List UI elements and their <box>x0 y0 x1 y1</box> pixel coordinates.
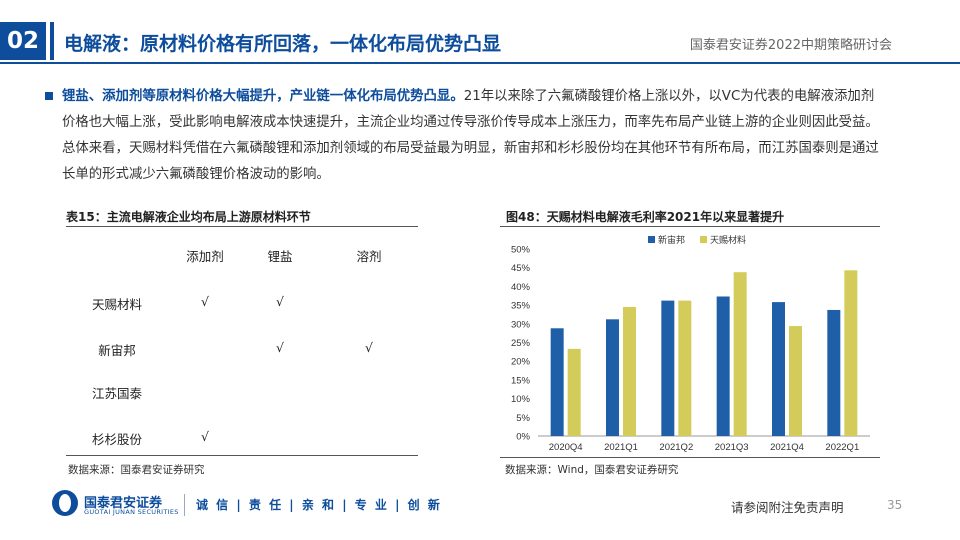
chart-top-rule <box>500 226 880 227</box>
company-logo-name: 国泰君安证券 <box>84 496 163 511</box>
bar-series-2 <box>789 326 802 436</box>
page-number: 35 <box>887 498 903 512</box>
legend-label: 新宙邦 <box>658 234 685 246</box>
y-tick-label: 15% <box>511 375 531 386</box>
gross-margin-bar-chart: 0% 5% 10% 15% 20% 25% 30% 35% 40% 45% 50% 2020Q4 202… <box>511 234 870 453</box>
legend-swatch <box>700 236 707 243</box>
legend-swatch <box>648 236 655 243</box>
y-tick-label: 25% <box>511 338 531 349</box>
bar-series-1 <box>716 296 730 436</box>
table-row-company: 江苏国泰 <box>91 386 143 401</box>
company-logo-english: GUOTAI JUNAN SECURITIES <box>84 508 179 516</box>
table-header-additive: 添加剂 <box>186 249 224 264</box>
bar-series-1 <box>772 302 785 436</box>
table-source: 数据来源：国泰君安证券研究 <box>68 464 205 476</box>
body-paragraph: 锂盐、添加剂等原材料价格大幅提升，产业链一体化布局优势凸显。21年以来除了六氟磷… <box>62 84 882 188</box>
bar-series-1 <box>827 309 841 436</box>
y-tick-label: 45% <box>511 263 531 274</box>
y-tick-label: 20% <box>511 357 531 368</box>
y-tick-label: 10% <box>511 394 531 405</box>
x-tick-label: 2020Q4 <box>549 442 583 453</box>
legend-label: 天赐材料 <box>710 234 746 246</box>
bar-series-2 <box>844 270 858 436</box>
bar-series-1 <box>550 328 564 436</box>
table-top-rule <box>66 226 418 227</box>
table-cell-check: √ <box>201 429 209 444</box>
y-tick-label: 50% <box>511 245 531 256</box>
chart-title: 图48：天赐材料电解液毛利率2021年以来显著提升 <box>506 210 785 224</box>
header-rule <box>0 62 960 64</box>
y-tick-label: 0% <box>516 432 530 443</box>
table-row-company: 杉杉股份 <box>91 432 143 447</box>
table-cell-check: √ <box>276 294 284 309</box>
table-header-solvent: 溶剂 <box>356 249 382 264</box>
y-tick-label: 30% <box>511 319 531 330</box>
x-tick-label: 2021Q3 <box>715 442 749 453</box>
section-number: 02 <box>0 22 46 60</box>
chart-bottom-rule <box>500 457 880 458</box>
square-bullet-icon <box>45 92 53 100</box>
x-tick-label: 2021Q1 <box>604 442 638 453</box>
bar-series-2 <box>678 300 692 436</box>
y-tick-label: 40% <box>511 282 531 293</box>
y-tick-label: 35% <box>511 301 531 312</box>
body-text: 21年以来除了六氟磷酸锂价格上涨以外，以VC为代表的电解液添加剂价格也大幅上涨，… <box>62 89 879 182</box>
footer-divider <box>184 494 185 516</box>
table-cell-check: √ <box>365 340 373 355</box>
y-tick-label: 5% <box>516 413 530 424</box>
header-accent-bar <box>50 22 54 60</box>
x-tick-label: 2021Q2 <box>659 442 693 453</box>
bar-series-1 <box>606 319 619 436</box>
bar-series-2 <box>733 272 747 436</box>
table-header-lithium-salt: 锂盐 <box>267 249 293 264</box>
body-lead: 锂盐、添加剂等原材料价格大幅提升，产业链一体化布局优势凸显。 <box>62 89 464 104</box>
table-bottom-rule <box>66 455 418 456</box>
table-cell-check: √ <box>201 294 209 309</box>
bar-series-1 <box>661 300 675 436</box>
table-title: 表15：主流电解液企业均布局上游原材料环节 <box>66 210 311 224</box>
bar-series-2 <box>567 348 581 436</box>
conference-name: 国泰君安证券2022中期策略研讨会 <box>689 38 892 53</box>
slide-title: 电解液：原材料价格有所回落，一体化布局优势凸显 <box>64 33 502 55</box>
x-tick-label: 2021Q4 <box>770 442 804 453</box>
table-cell-check: √ <box>276 340 284 355</box>
company-slogan: 诚 信 | 责 任 | 亲 和 | 专 业 | 创 新 <box>196 498 442 512</box>
table-row-company: 新宙邦 <box>98 343 136 358</box>
chart-source: 数据来源：Wind，国泰君安证券研究 <box>505 464 679 476</box>
disclaimer-note: 请参阅附注免责声明 <box>731 500 844 515</box>
x-tick-label: 2022Q1 <box>825 442 859 453</box>
table-row-company: 天赐材料 <box>91 297 143 312</box>
bar-series-2 <box>623 306 636 436</box>
company-logo-icon <box>52 490 78 516</box>
chart-area: 0% 5% 10% 15% 20% 25% 30% 35% 40% 45% 50% 2020Q4 202… <box>500 230 880 455</box>
